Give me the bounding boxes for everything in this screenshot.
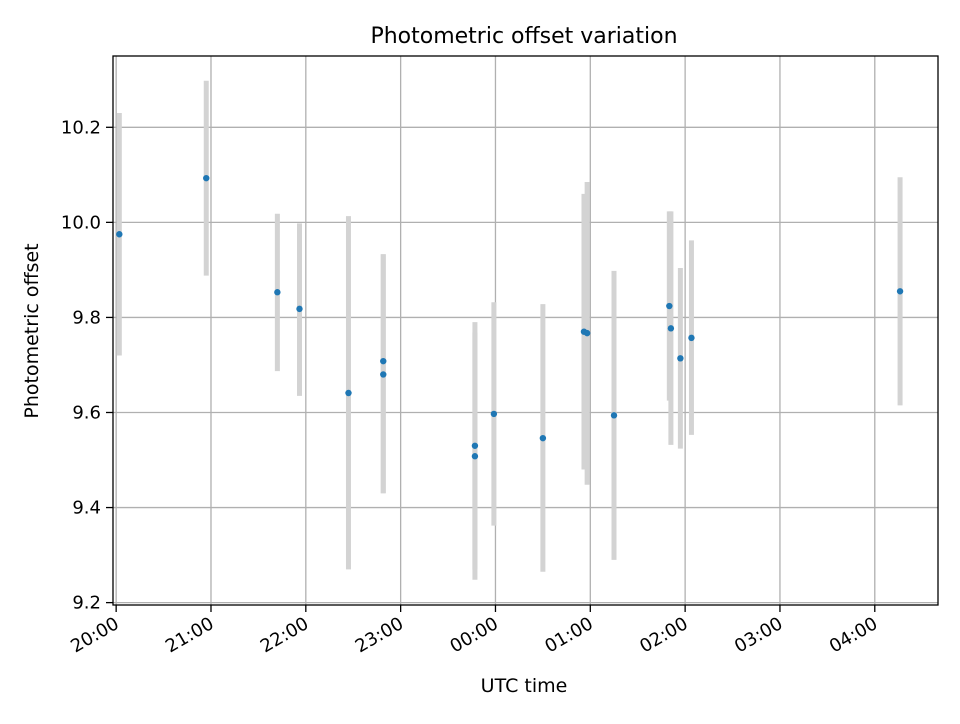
y-tick-label: 10.2 (61, 117, 101, 138)
data-point (666, 302, 673, 310)
x-tick-label: 22:00 (257, 613, 312, 657)
data-point (116, 231, 123, 238)
data-point (296, 305, 303, 313)
data-point (471, 453, 479, 460)
data-point (610, 412, 618, 419)
x-tick-label: 23:00 (352, 613, 407, 657)
x-axis-ticks: 20:00 21:00 22:00 23:00 00:00 01:00 02:00 03:00… (67, 605, 881, 657)
data-point (677, 355, 684, 362)
data-point (345, 389, 352, 397)
x-axis-label: UTC time (481, 675, 568, 697)
data-point (688, 334, 695, 342)
data-point (583, 329, 591, 337)
y-tick-label: 9.8 (72, 307, 101, 328)
error-bars (116, 80, 903, 580)
data-point (490, 410, 498, 418)
data-point (667, 325, 675, 332)
x-tick-label: 01:00 (541, 613, 596, 657)
y-tick-label: 9.6 (72, 402, 101, 423)
y-axis-label: Photometric offset (21, 243, 43, 418)
x-tick-label: 20:00 (67, 613, 122, 657)
y-tick-label: 9.2 (72, 593, 101, 614)
data-point (380, 357, 387, 365)
data-point (203, 174, 210, 182)
y-tick-label: 10.0 (61, 212, 101, 233)
y-axis-ticks: 9.2 9.4 9.6 9.8 10.0 10.2 (61, 117, 113, 614)
data-point (471, 442, 479, 449)
data-point (380, 371, 387, 378)
x-tick-label: 02:00 (636, 613, 691, 657)
data-point (896, 288, 904, 295)
x-tick-label: 21:00 (162, 613, 217, 657)
data-point (539, 434, 547, 442)
chart-title: Photometric offset variation (370, 24, 677, 49)
data-point (274, 289, 281, 296)
x-tick-label: 00:00 (447, 613, 502, 657)
y-tick-label: 9.4 (72, 498, 101, 519)
data-points (116, 174, 904, 460)
plot-frame (112, 55, 939, 606)
x-tick-label: 04:00 (826, 613, 881, 657)
x-tick-label: 03:00 (731, 613, 786, 657)
grid (113, 56, 938, 605)
